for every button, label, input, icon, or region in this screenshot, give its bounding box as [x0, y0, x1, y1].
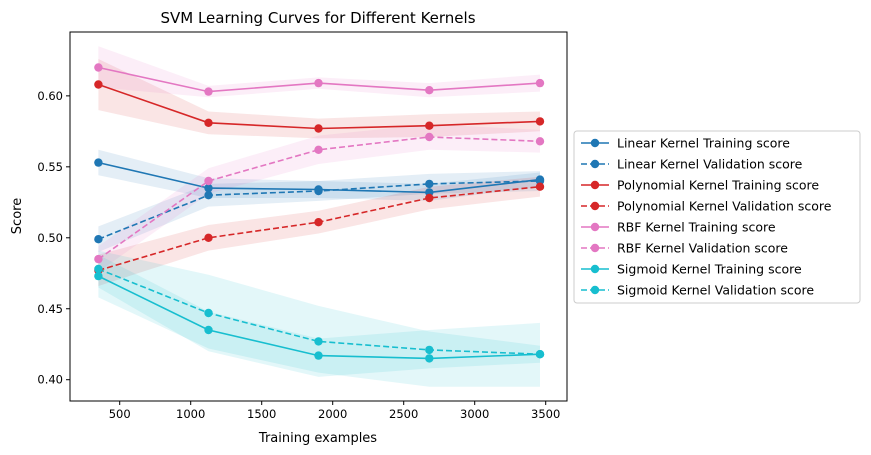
x-tick-label: 1500: [247, 407, 276, 421]
x-axis-ticks: 500 1000 1500 2000 2500 3000 3500: [109, 401, 560, 421]
legend-item-sigmoid-kernel-validation-score: Sigmoid Kernel Validation score: [581, 283, 814, 298]
y-axis-ticks: 0.40 0.45 0.50 0.55 0.60: [37, 89, 70, 387]
sigmoid-kernel-validation-score-line: [98, 268, 541, 355]
rbf-kernel-training-score-band: [98, 46, 541, 98]
sigmoid-kernel-validation-score-band: [98, 250, 541, 377]
legend-item-polynomial-kernel-validation-score: Polynomial Kernel Validation score: [581, 199, 832, 214]
legend-marker: [590, 285, 600, 295]
x-axis-label: Training examples: [258, 431, 377, 446]
legend-marker: [590, 264, 600, 274]
x-tick-label: 3500: [531, 407, 560, 421]
linear-kernel-training-score-point: [94, 158, 103, 167]
legend-marker: [590, 138, 600, 148]
rbf-kernel-training-score-point: [314, 78, 323, 88]
y-tick-label: 0.60: [37, 89, 63, 103]
polynomial-kernel-validation-score-point: [425, 193, 434, 203]
sigmoid-kernel-training-score-point: [314, 351, 323, 360]
sigmoid-kernel-validation-score-point: [314, 337, 323, 346]
legend-marker: [590, 180, 600, 190]
polynomial-kernel-training-score-point: [314, 124, 323, 133]
linear-kernel-validation-score-point: [204, 191, 213, 200]
polynomial-kernel-validation-score-point: [204, 233, 213, 242]
legend-item-rbf-kernel-training-score: RBF Kernel Training score: [581, 220, 776, 235]
sigmoid-kernel-validation-score-point: [204, 308, 213, 318]
sigmoid-kernel-validation-score-point: [425, 345, 434, 355]
legend-label: Sigmoid Kernel Validation score: [617, 283, 814, 298]
rbf-kernel-validation-score-point: [425, 132, 434, 142]
x-tick-label: 2000: [318, 407, 347, 421]
sigmoid-kernel-training-score-point: [94, 271, 103, 281]
rbf-kernel-validation-score-point: [204, 176, 213, 186]
linear-kernel-training-score-point: [204, 183, 213, 193]
confidence-bands: [98, 46, 541, 387]
legend-item-polynomial-kernel-training-score: Polynomial Kernel Training score: [581, 178, 819, 193]
polynomial-kernel-training-score-point: [94, 80, 103, 89]
sigmoid-kernel-validation-score-point: [94, 264, 103, 274]
legend-item-linear-kernel-training-score: Linear Kernel Training score: [581, 136, 790, 151]
legend-item-linear-kernel-validation-score: Linear Kernel Validation score: [581, 157, 803, 172]
y-axis-label: Score: [10, 198, 25, 234]
rbf-kernel-validation-score-point: [314, 145, 323, 154]
legend-label: Polynomial Kernel Training score: [617, 178, 819, 193]
legend-item-rbf-kernel-validation-score: RBF Kernel Validation score: [581, 241, 788, 256]
y-tick-label: 0.45: [37, 302, 63, 316]
legend-label: RBF Kernel Training score: [617, 220, 776, 235]
legend-frame: [573, 130, 861, 304]
polynomial-kernel-validation-score-band: [98, 176, 541, 286]
x-tick-label: 1000: [176, 407, 205, 421]
rbf-kernel-validation-score-point: [535, 137, 545, 146]
rbf-kernel-training-score-point: [94, 63, 103, 72]
rbf-kernel-training-score-point: [425, 86, 434, 95]
sigmoid-kernel-validation-score-point: [535, 350, 545, 359]
x-tick-label: 3000: [460, 407, 489, 421]
series-points: [94, 63, 545, 363]
legend-marker: [590, 243, 600, 253]
legend-label: Polynomial Kernel Validation score: [617, 199, 832, 214]
rbf-kernel-training-score-point: [535, 78, 545, 88]
legend-label: RBF Kernel Validation score: [617, 241, 788, 256]
y-tick-label: 0.55: [37, 160, 63, 174]
sigmoid-kernel-training-score-point: [204, 325, 213, 335]
polynomial-kernel-training-score-band: [98, 59, 541, 139]
legend-marker: [590, 222, 600, 232]
rbf-kernel-validation-score-line: [97, 136, 541, 260]
legend-item-sigmoid-kernel-training-score: Sigmoid Kernel Training score: [581, 262, 802, 277]
legend-label: Linear Kernel Validation score: [617, 157, 803, 172]
y-tick-label: 0.40: [37, 373, 63, 387]
linear-kernel-validation-score-point: [94, 235, 103, 244]
legend: Linear Kernel Training score Linear Kerne…: [573, 130, 861, 304]
linear-kernel-validation-score-point: [314, 186, 323, 196]
polynomial-kernel-training-score-point: [204, 118, 213, 128]
polynomial-kernel-training-score-point: [425, 121, 434, 130]
x-tick-label: 2500: [389, 407, 418, 421]
linear-kernel-validation-score-point: [425, 179, 434, 189]
legend-marker: [590, 201, 600, 211]
rbf-kernel-training-score-point: [204, 87, 213, 96]
rbf-kernel-validation-score-point: [94, 254, 103, 264]
legend-label: Sigmoid Kernel Training score: [617, 262, 802, 277]
x-tick-label: 500: [109, 407, 131, 421]
polynomial-kernel-training-score-point: [535, 117, 545, 126]
sigmoid-kernel-training-score-point: [425, 354, 434, 363]
plot-frame: [69, 31, 568, 402]
legend-marker: [590, 159, 600, 169]
polynomial-kernel-validation-score-point: [535, 182, 545, 191]
legend-label: Linear Kernel Training score: [617, 136, 790, 151]
chart-title: SVM Learning Curves for Different Kernel…: [160, 9, 475, 27]
polynomial-kernel-validation-score-point: [314, 218, 323, 227]
y-tick-label: 0.50: [37, 231, 63, 245]
